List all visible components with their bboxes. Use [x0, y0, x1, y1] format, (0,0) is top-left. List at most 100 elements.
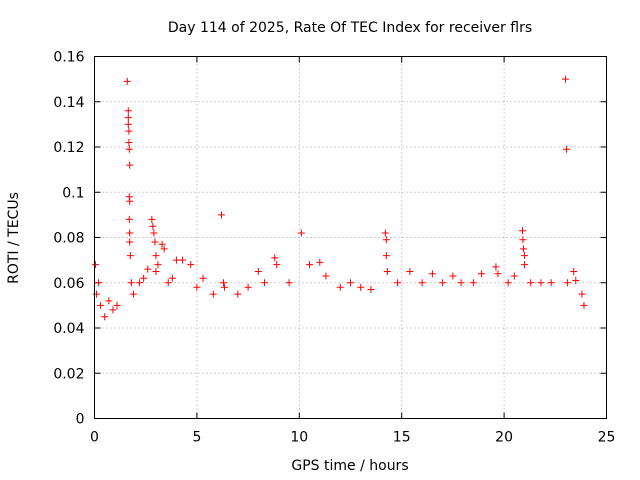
axes: 0 0.02 0.04 0.06 0.08 0.1 0.12 0.14 0.16 0 5 10 15 20…	[53, 50, 615, 446]
data-point	[510, 272, 518, 280]
data-point	[492, 263, 500, 271]
data-point	[428, 270, 436, 278]
data-point	[125, 145, 133, 153]
grid-lines	[94, 56, 607, 419]
data-point	[562, 75, 570, 83]
data-point	[154, 261, 162, 269]
data-point	[187, 261, 195, 269]
data-point	[336, 283, 344, 291]
data-point	[160, 245, 168, 253]
data-point	[92, 261, 100, 269]
data-point	[383, 267, 391, 275]
data-point	[144, 265, 152, 273]
y-tick-label: 0.06	[53, 276, 84, 292]
data-point	[179, 256, 187, 264]
data-point	[478, 270, 486, 278]
data-point	[105, 297, 113, 305]
data-point	[504, 279, 512, 287]
plot-frame	[94, 56, 607, 419]
data-point	[570, 267, 578, 275]
data-point	[260, 279, 268, 287]
y-tick-label: 0.08	[53, 231, 84, 247]
data-point	[193, 283, 201, 291]
x-tick-label: 20	[495, 430, 513, 446]
x-tick-label: 25	[598, 430, 616, 446]
data-point	[97, 301, 105, 309]
data-point	[136, 279, 144, 287]
data-point	[580, 301, 588, 309]
data-point	[124, 114, 132, 122]
data-point	[244, 283, 252, 291]
data-point	[199, 274, 207, 282]
data-point	[457, 279, 465, 287]
data-point	[521, 261, 529, 269]
data-point	[126, 252, 134, 260]
data-point	[221, 283, 229, 291]
data-point	[519, 227, 527, 235]
data-point	[578, 290, 586, 298]
data-point	[381, 229, 389, 237]
data-point	[151, 238, 159, 246]
data-point	[124, 120, 132, 128]
y-tick-label: 0.16	[53, 50, 84, 66]
data-point	[126, 197, 134, 205]
data-point	[168, 274, 176, 282]
data-point	[273, 261, 281, 269]
data-point	[527, 279, 535, 287]
data-point	[127, 279, 135, 287]
data-point	[149, 222, 157, 230]
data-point	[209, 290, 217, 298]
data-point	[357, 283, 365, 291]
data-point	[469, 279, 477, 287]
y-tick-label: 0.04	[53, 321, 84, 337]
y-tick-label: 0.02	[53, 366, 84, 382]
data-point	[547, 279, 555, 287]
data-point	[125, 138, 133, 146]
data-point	[439, 279, 447, 287]
data-point	[367, 286, 375, 294]
data-point	[123, 77, 131, 85]
data-point	[95, 279, 103, 287]
data-point	[172, 256, 180, 264]
x-tick-label: 10	[290, 430, 308, 446]
data-point	[217, 211, 225, 219]
y-axis-title: ROTI / TECUs	[6, 192, 22, 284]
data-point	[394, 279, 402, 287]
data-point	[406, 267, 414, 275]
data-point	[152, 267, 160, 275]
y-tick-label: 0.12	[53, 140, 84, 156]
data-point	[126, 229, 134, 237]
y-tick-label: 0.14	[53, 95, 84, 111]
data-point	[113, 301, 121, 309]
data-point	[220, 279, 228, 287]
data-point	[449, 272, 457, 280]
data-point	[109, 306, 117, 314]
data-point	[316, 258, 324, 266]
data-point	[158, 240, 166, 248]
data-point	[297, 229, 305, 237]
x-tick-label: 0	[90, 430, 99, 446]
data-point	[101, 313, 109, 321]
chart-title: Day 114 of 2025, Rate Of TEC Index for r…	[168, 20, 532, 36]
data-point	[124, 107, 132, 115]
y-tick-label: 0	[76, 412, 85, 428]
data-point	[347, 279, 354, 287]
data-point	[152, 252, 160, 260]
x-axis-title: GPS time / hours	[291, 458, 408, 474]
data-point	[563, 145, 571, 153]
y-tick-label: 0.1	[62, 185, 84, 201]
data-point	[271, 254, 279, 262]
data-point	[382, 236, 390, 244]
data-point	[494, 270, 502, 278]
data-point	[125, 127, 133, 135]
data-point	[306, 261, 314, 269]
data-point	[126, 161, 134, 169]
x-tick-label: 5	[192, 430, 201, 446]
data-point	[572, 276, 580, 284]
data-point	[150, 229, 158, 237]
data-point	[537, 279, 545, 287]
data-point	[148, 215, 156, 223]
x-tick-label: 15	[393, 430, 411, 446]
data-point	[164, 279, 172, 287]
